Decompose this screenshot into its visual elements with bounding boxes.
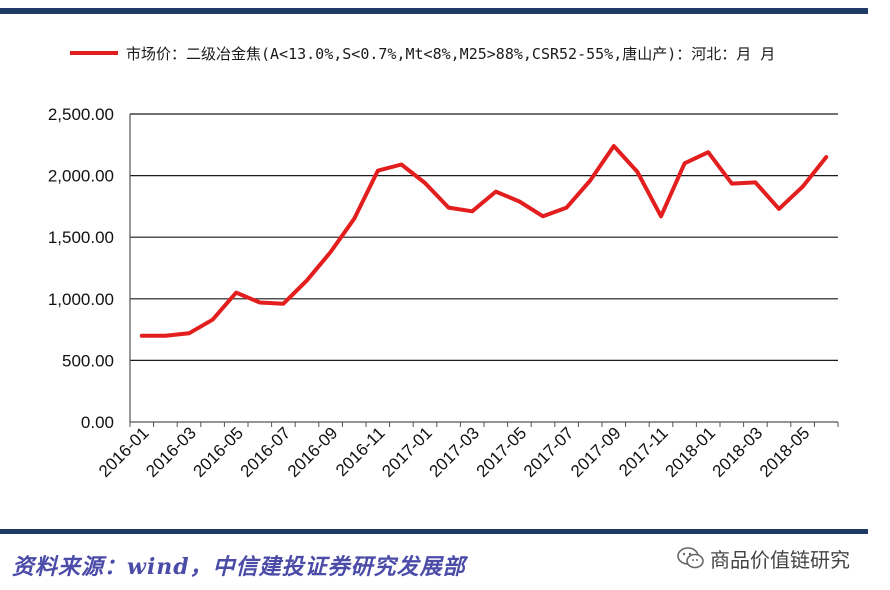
x-tick-label: 2018-03: [709, 423, 767, 481]
data-point: [612, 144, 616, 148]
series-line: [139, 144, 829, 338]
y-tick-label: 500.00: [62, 351, 114, 370]
legend-label: 市场价：二级冶金焦(A<13.0%,S<0.7%,Mt<8%,M25>88%,C…: [126, 45, 776, 63]
data-point: [470, 209, 474, 213]
watermark-text: 商品价值链研究: [710, 547, 850, 572]
data-point: [777, 207, 781, 211]
y-tick-label: 2,000.00: [48, 167, 114, 186]
x-tick-label: 2016-03: [142, 423, 200, 481]
y-tick-label: 2,500.00: [48, 105, 114, 124]
data-point: [234, 291, 238, 295]
data-point: [753, 180, 757, 184]
data-point: [447, 206, 451, 210]
x-tick-label: 2018-01: [661, 423, 719, 481]
data-point: [376, 169, 380, 173]
x-tick-label: 2017-09: [567, 423, 625, 481]
bottom-rule: [0, 529, 868, 534]
data-point: [399, 163, 403, 167]
data-point: [588, 179, 592, 183]
data-point: [281, 302, 285, 306]
data-point: [565, 206, 569, 210]
data-point: [824, 155, 828, 159]
data-point: [494, 190, 498, 194]
x-tick-label: 2016-07: [237, 423, 295, 481]
x-tick-label: 2016-01: [95, 423, 153, 481]
data-point: [140, 334, 144, 338]
data-point: [352, 217, 356, 221]
data-point: [187, 331, 191, 335]
x-tick-label: 2017-03: [425, 423, 483, 481]
x-tick-label: 2016-05: [189, 423, 247, 481]
data-point: [730, 182, 734, 186]
source-note: 资料来源：wind，中信建投证券研究发展部: [12, 554, 466, 580]
data-point: [329, 250, 333, 254]
wechat-icon: [677, 547, 704, 569]
x-tick-label: 2017-01: [378, 423, 436, 481]
watermark: 商品价值链研究: [676, 543, 850, 573]
data-point: [163, 334, 167, 338]
data-point: [683, 161, 687, 165]
x-tick-label: 2017-07: [520, 423, 578, 481]
data-point: [635, 170, 639, 174]
x-tick-label: 2017-11: [615, 423, 672, 480]
x-tick-label: 2018-05: [756, 423, 814, 481]
data-point: [305, 278, 309, 282]
y-tick-label: 1,500.00: [48, 228, 114, 247]
legend-swatch: [70, 51, 118, 55]
data-point: [258, 300, 262, 304]
x-tick-label: 2016-11: [332, 423, 389, 480]
x-tick-label: 2016-09: [284, 423, 342, 481]
data-point: [541, 214, 545, 218]
y-tick-label: 0.00: [81, 413, 114, 432]
data-point: [211, 318, 215, 322]
data-point: [706, 150, 710, 154]
data-point: [423, 181, 427, 185]
data-point: [659, 214, 663, 218]
x-tick-label: 2017-05: [473, 423, 531, 481]
y-tick-label: 1,000.00: [48, 290, 114, 309]
top-rule: [0, 8, 868, 14]
data-point: [801, 185, 805, 189]
data-point: [517, 199, 521, 203]
